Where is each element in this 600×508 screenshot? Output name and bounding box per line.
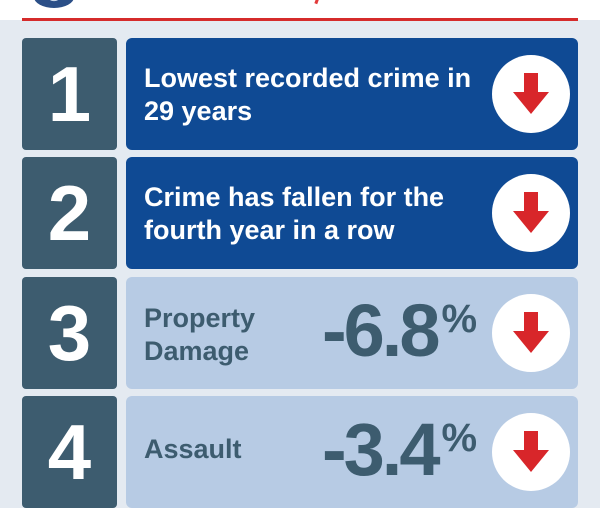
stat-value: -3.4 bbox=[322, 408, 441, 491]
down-arrow-icon bbox=[492, 294, 570, 372]
header bbox=[0, 0, 600, 20]
stat-panel: Assault -3.4 % bbox=[126, 396, 578, 508]
stat-value: -6.8 bbox=[322, 289, 441, 372]
stat-percentage: -6.8 % bbox=[322, 291, 477, 371]
down-arrow-icon bbox=[492, 413, 570, 491]
stat-panel: Property Damage -6.8 % bbox=[126, 277, 578, 389]
stat-row-2: 2 Crime has fallen for the fourth year i… bbox=[22, 157, 578, 269]
stat-headline: Crime has fallen for the fourth year in … bbox=[144, 182, 445, 245]
down-arrow-icon bbox=[492, 55, 570, 133]
logo bbox=[34, 0, 74, 8]
stat-label: Property Damage bbox=[144, 303, 256, 366]
stat-row-3: 3 Property Damage -6.8 % bbox=[22, 277, 578, 389]
row-number: 4 bbox=[22, 396, 117, 508]
stat-row-1: 1 Lowest recorded crime in 29 years bbox=[22, 38, 578, 150]
stat-unit: % bbox=[441, 416, 478, 460]
stat-unit: % bbox=[441, 297, 478, 341]
stat-panel: Lowest recorded crime in 29 years bbox=[126, 38, 578, 150]
header-divider bbox=[22, 18, 578, 21]
stat-headline: Lowest recorded crime in 29 years bbox=[144, 63, 472, 126]
down-arrow-icon bbox=[492, 174, 570, 252]
row-number: 2 bbox=[22, 157, 117, 269]
header-mark bbox=[314, 0, 321, 5]
stat-percentage: -3.4 % bbox=[322, 410, 477, 490]
stat-panel: Crime has fallen for the fourth year in … bbox=[126, 157, 578, 269]
row-number: 3 bbox=[22, 277, 117, 389]
row-number: 1 bbox=[22, 38, 117, 150]
stat-row-4: 4 Assault -3.4 % bbox=[22, 396, 578, 508]
